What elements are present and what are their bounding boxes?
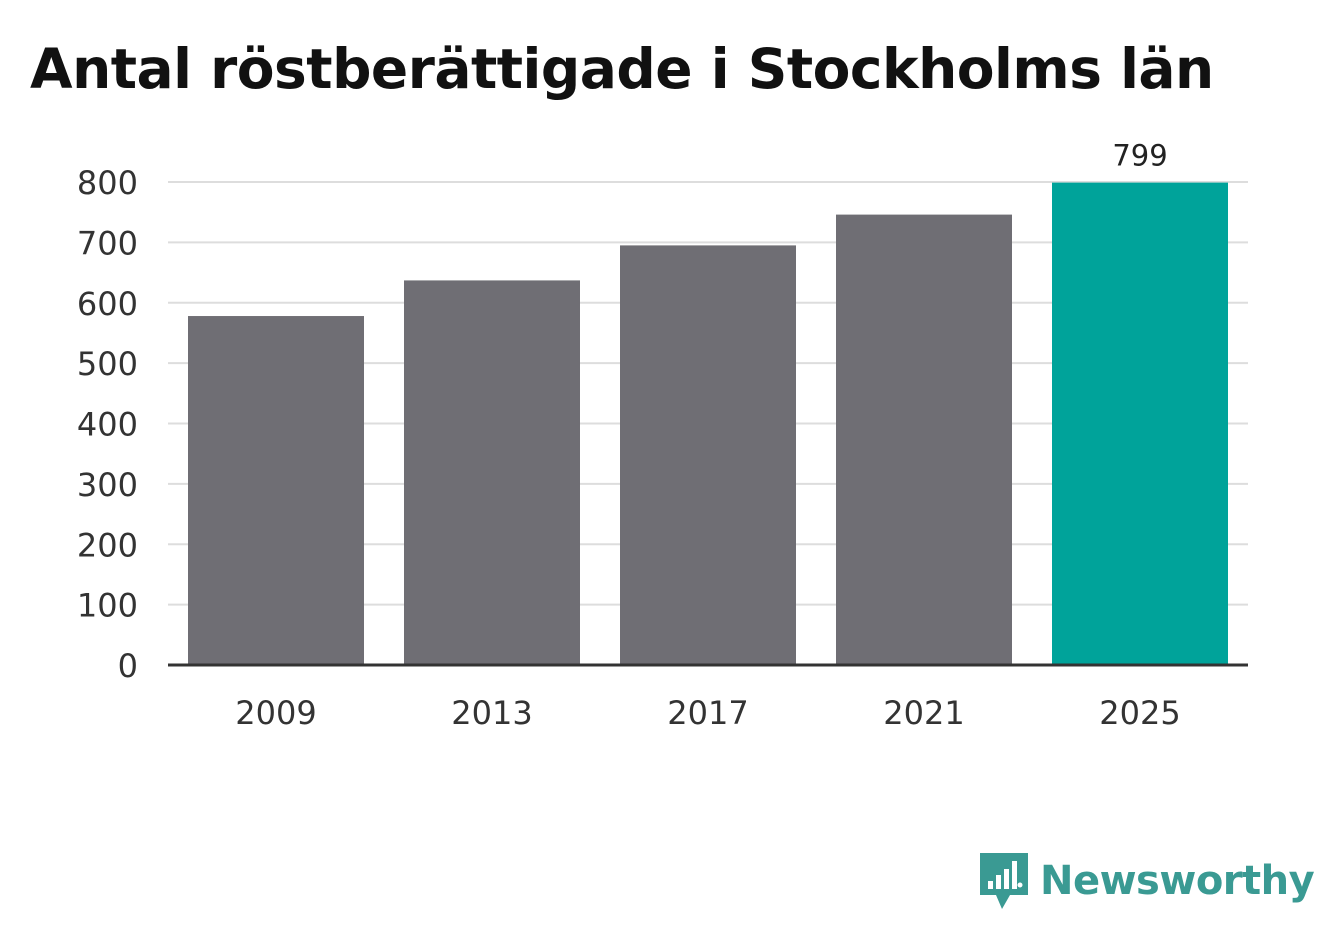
bar (1052, 182, 1228, 665)
brand-name: Newsworthy (1040, 858, 1315, 904)
bar (404, 280, 580, 665)
bar (836, 214, 1012, 666)
x-tick-label: 2021 (883, 694, 964, 732)
newsworthy-logo-icon (980, 853, 1028, 909)
y-tick-label: 300 (77, 466, 138, 504)
y-tick-label: 700 (77, 224, 138, 262)
x-tick-label: 2017 (667, 694, 748, 732)
y-tick-label: 200 (77, 526, 138, 564)
chart-title: Antal röstberättigade i Stockholms län (30, 37, 1214, 101)
y-tick-label: 500 (77, 345, 138, 383)
x-axis-ticks: 2009 2013 2017 2021 2025 (235, 694, 1180, 732)
y-tick-label: 400 (77, 406, 138, 444)
bar (188, 316, 364, 665)
data-label: 799 (1112, 139, 1167, 173)
brand-logo: Newsworthy (980, 850, 1315, 912)
data-labels: 799 (1112, 139, 1167, 173)
y-axis-ticks: 0 100 200 300 400 500 600 700 800 (77, 164, 138, 685)
y-tick-label: 800 (77, 164, 138, 202)
y-tick-label: 600 (77, 285, 138, 323)
bars (188, 182, 1228, 666)
bar (620, 245, 796, 666)
x-tick-label: 2013 (451, 694, 532, 732)
x-tick-label: 2025 (1099, 694, 1180, 732)
x-tick-label: 2009 (235, 694, 316, 732)
y-tick-label: 100 (77, 587, 138, 625)
y-tick-label: 0 (118, 647, 138, 685)
